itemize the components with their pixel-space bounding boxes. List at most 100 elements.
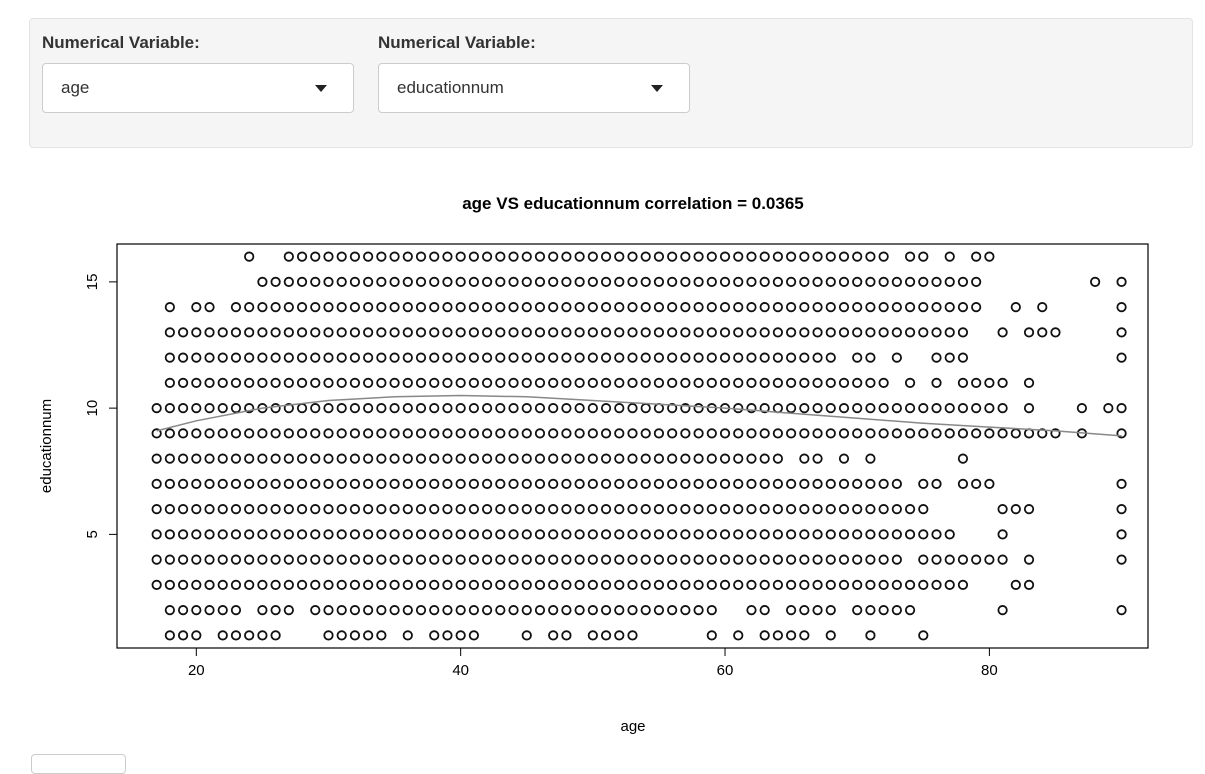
data-point bbox=[772, 630, 783, 641]
data-point bbox=[336, 302, 347, 313]
download-button[interactable] bbox=[31, 754, 126, 774]
data-point bbox=[257, 377, 268, 388]
data-point bbox=[508, 554, 519, 565]
data-point bbox=[865, 428, 876, 439]
data-point bbox=[429, 327, 440, 338]
data-point bbox=[931, 352, 942, 363]
data-point bbox=[719, 302, 731, 313]
data-point bbox=[746, 504, 757, 515]
data-point bbox=[865, 302, 876, 313]
data-point bbox=[561, 504, 572, 515]
data-point bbox=[257, 352, 268, 363]
data-point bbox=[296, 251, 308, 262]
data-point bbox=[191, 504, 202, 515]
data-point bbox=[482, 504, 493, 515]
data-point bbox=[627, 630, 638, 641]
data-point bbox=[389, 327, 400, 338]
data-point bbox=[1010, 504, 1021, 515]
data-point bbox=[653, 276, 665, 287]
data-point bbox=[336, 453, 347, 464]
data-point bbox=[270, 554, 281, 565]
data-point bbox=[521, 302, 532, 313]
data-point bbox=[323, 403, 334, 414]
data-point bbox=[891, 428, 902, 439]
data-point bbox=[283, 276, 294, 287]
data-point bbox=[415, 428, 427, 439]
data-point bbox=[429, 251, 440, 262]
data-point bbox=[1023, 504, 1035, 515]
data-point bbox=[693, 302, 704, 313]
data-point bbox=[429, 579, 440, 590]
data-point bbox=[468, 302, 479, 313]
data-point bbox=[971, 251, 982, 262]
data-point bbox=[336, 251, 347, 262]
data-point bbox=[230, 605, 242, 616]
data-point bbox=[151, 478, 162, 489]
data-point bbox=[376, 529, 387, 540]
data-point bbox=[283, 504, 294, 515]
data-point bbox=[495, 352, 506, 363]
data-point bbox=[548, 327, 559, 338]
data-point bbox=[733, 478, 744, 489]
data-point bbox=[548, 554, 559, 565]
data-point bbox=[838, 302, 850, 313]
data-point bbox=[283, 403, 294, 414]
data-point bbox=[825, 529, 836, 540]
data-point bbox=[257, 579, 268, 590]
data-point bbox=[349, 276, 361, 287]
data-point bbox=[640, 579, 651, 590]
data-point bbox=[230, 630, 242, 641]
data-point bbox=[786, 276, 797, 287]
data-point bbox=[733, 403, 744, 414]
data-point bbox=[825, 251, 836, 262]
data-point bbox=[600, 251, 612, 262]
data-point bbox=[918, 327, 929, 338]
data-point bbox=[1037, 327, 1048, 338]
data-point bbox=[548, 276, 559, 287]
data-point bbox=[415, 605, 427, 616]
data-point bbox=[614, 428, 625, 439]
data-point bbox=[389, 529, 400, 540]
data-point bbox=[389, 554, 400, 565]
data-point bbox=[415, 302, 427, 313]
data-point bbox=[971, 478, 982, 489]
data-point bbox=[891, 327, 902, 338]
data-point bbox=[270, 302, 281, 313]
data-point bbox=[1010, 302, 1021, 313]
data-point bbox=[363, 352, 374, 363]
data-point bbox=[257, 428, 268, 439]
data-point bbox=[587, 302, 598, 313]
data-point bbox=[614, 630, 625, 641]
data-point bbox=[310, 529, 321, 540]
data-point bbox=[363, 579, 374, 590]
data-point bbox=[389, 352, 400, 363]
y-axis-label: educationnum bbox=[38, 399, 55, 493]
data-point bbox=[270, 352, 281, 363]
data-point bbox=[323, 302, 334, 313]
data-point bbox=[614, 478, 625, 489]
data-point bbox=[878, 251, 889, 262]
data-point bbox=[600, 327, 612, 338]
data-point bbox=[283, 352, 294, 363]
data-point bbox=[164, 302, 175, 313]
data-point bbox=[244, 251, 255, 262]
data-point bbox=[244, 403, 255, 414]
data-point bbox=[733, 377, 744, 388]
data-point bbox=[627, 478, 638, 489]
data-point bbox=[693, 605, 704, 616]
data-point bbox=[799, 377, 810, 388]
data-point bbox=[852, 377, 863, 388]
y-variable-select[interactable]: educationnum bbox=[378, 63, 690, 113]
data-point bbox=[561, 302, 572, 313]
data-point bbox=[772, 276, 783, 287]
x-variable-select[interactable]: age bbox=[42, 63, 354, 113]
data-point bbox=[825, 327, 836, 338]
data-point bbox=[534, 504, 546, 515]
data-point bbox=[429, 478, 440, 489]
data-point bbox=[191, 403, 202, 414]
data-point bbox=[204, 403, 215, 414]
data-point bbox=[878, 403, 889, 414]
data-point bbox=[376, 302, 387, 313]
data-point bbox=[429, 605, 440, 616]
data-point bbox=[957, 377, 969, 388]
